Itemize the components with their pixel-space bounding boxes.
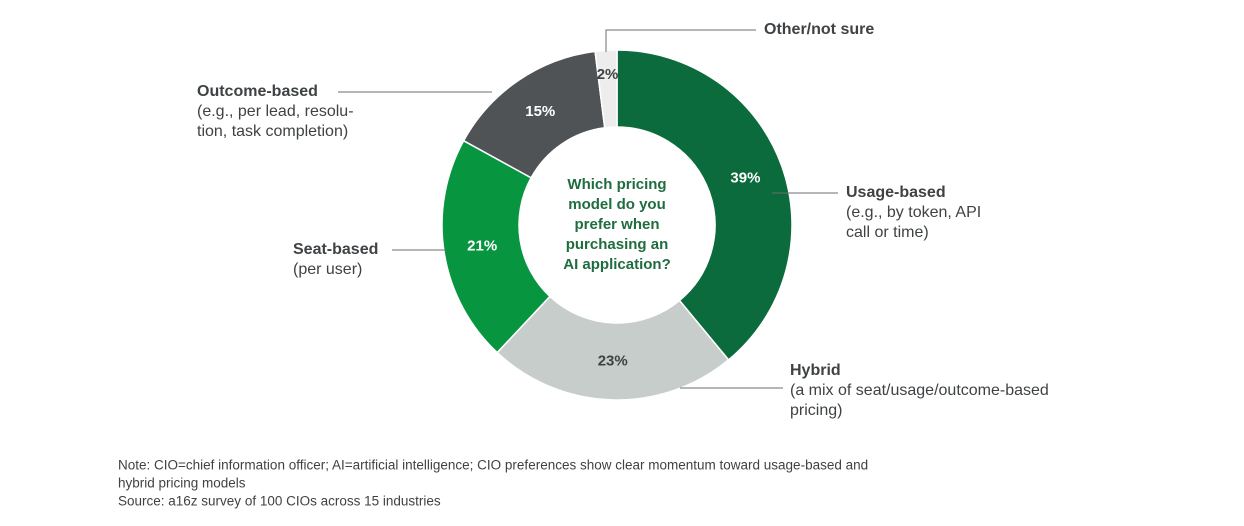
value-label: 39% — [730, 170, 760, 187]
category-label: Seat-based — [293, 241, 378, 258]
note: Source: a16z survey of 100 CIOs across 1… — [118, 494, 441, 509]
donut-segment — [594, 49, 618, 129]
category-label: Other/not sure — [764, 21, 874, 38]
center-text: prefer when — [574, 216, 659, 233]
category-label: Usage-based — [846, 184, 946, 201]
category-description: call or time) — [846, 224, 929, 241]
value-label: 21% — [467, 237, 497, 254]
value-label: 15% — [525, 103, 555, 120]
category-label: Hybrid — [790, 362, 841, 379]
donut-segment — [616, 49, 793, 361]
leader-line — [605, 29, 756, 52]
center-text: Which pricing — [567, 176, 666, 193]
value-label: 2% — [597, 66, 619, 83]
note: hybrid pricing models — [118, 476, 246, 491]
category-description: (a mix of seat/usage/outcome-based — [790, 382, 1049, 399]
category-description: (per user) — [293, 261, 362, 278]
category-label: Outcome-based — [197, 83, 318, 100]
note: Note: CIO=chief information officer; AI=… — [118, 458, 868, 473]
category-description: tion, task completion) — [197, 123, 348, 140]
center-text: AI application? — [563, 256, 671, 273]
center-text: purchasing an — [566, 236, 669, 253]
category-description: (e.g., per lead, resolu- — [197, 103, 354, 120]
category-description: (e.g., by token, API — [846, 204, 981, 221]
donut-segment — [441, 139, 551, 354]
value-label: 23% — [598, 352, 628, 369]
donut-segment — [496, 295, 730, 401]
center-text: model do you — [568, 196, 666, 213]
category-description: pricing) — [790, 402, 842, 419]
